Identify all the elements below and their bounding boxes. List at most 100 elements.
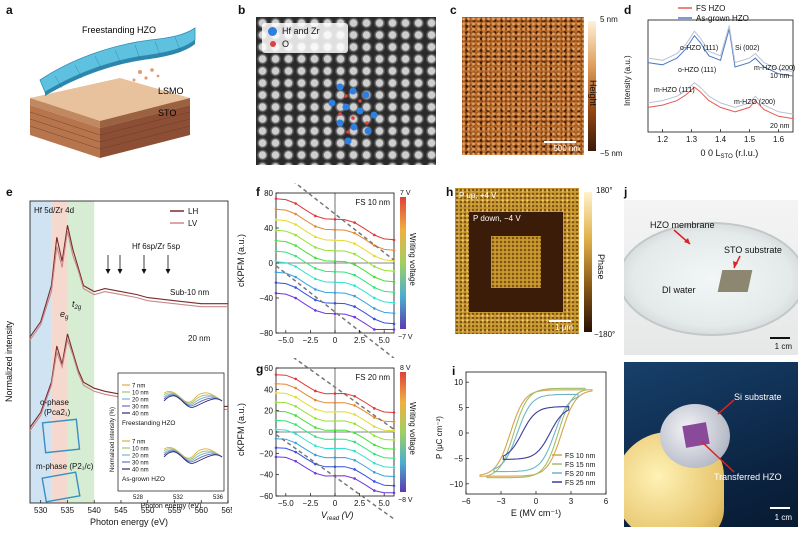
- writing-voltage-colorbar: [400, 372, 406, 492]
- x-tick-label: 5.0: [379, 499, 391, 508]
- ckpfm-point: [392, 466, 396, 469]
- inset-legend-label: 10 nm: [132, 391, 149, 397]
- scale-bar-label: 1 μm: [555, 323, 573, 332]
- ckpfm-point: [353, 431, 356, 435]
- ckpfm-point: [274, 437, 278, 440]
- xrd-annotation: m-HZO (11̄1): [654, 87, 695, 94]
- scale-bar: [549, 320, 571, 322]
- xrd-series-line: [647, 82, 794, 115]
- ckpfm-point: [353, 263, 356, 266]
- edge-label-left: Hf 5d/Zr 4d: [34, 206, 74, 215]
- ckpfm-point: [392, 429, 396, 433]
- colorbar-top-label: 7 V: [400, 190, 411, 197]
- inset-series-line: [163, 449, 223, 461]
- panel-label: e: [6, 185, 13, 199]
- legend-fs-hzo: FS HZO: [696, 4, 725, 13]
- ckpfm-point: [353, 422, 356, 425]
- ckpfm-point: [294, 450, 297, 454]
- pe-loop: [502, 406, 570, 460]
- x-axis-label-sub: STO: [721, 154, 734, 160]
- plot-frame: [29, 200, 229, 504]
- ckpfm-point: [314, 453, 317, 457]
- ckpfm-point: [392, 270, 396, 273]
- transferred-hzo-photo: Si substrate Transferred HZO 1 cm: [624, 362, 798, 527]
- phase-colorbar: [584, 192, 592, 332]
- scale-bar-label: 1 cm: [774, 342, 792, 351]
- x-tick-label: 565: [221, 506, 232, 515]
- ckpfm-point: [392, 475, 396, 478]
- ckpfm-point: [294, 432, 297, 436]
- y-tick-label: 40: [264, 224, 273, 233]
- x-tick-label: 5.0: [379, 336, 391, 345]
- afm-height-map: 500 nm: [462, 17, 584, 155]
- ckpfm-point: [274, 197, 278, 200]
- peak-arrow-head: [105, 269, 111, 274]
- inset-series-line: [163, 451, 223, 464]
- ckpfm-point: [333, 291, 337, 295]
- ckpfm-point: [333, 301, 337, 305]
- inset-series-line: [163, 450, 223, 463]
- xas-series-line: [29, 231, 228, 341]
- xas-series-line: [29, 225, 228, 338]
- si-label: Si substrate: [734, 392, 782, 402]
- y-tick-label: −80: [259, 329, 273, 338]
- ckpfm-point: [314, 417, 317, 420]
- ckpfm-point: [274, 207, 278, 211]
- x-tick-label: 530: [34, 506, 48, 515]
- ckpfm-point: [392, 249, 396, 252]
- x-tick-label: −3: [496, 497, 506, 506]
- ckpfm-point: [333, 401, 337, 405]
- ckpfm-point: [274, 281, 278, 284]
- ckpfm-point: [392, 328, 396, 331]
- xrd-series-line: [647, 86, 794, 120]
- y-axis-label: cKPFM (a.u.): [236, 403, 246, 456]
- ckpfm-point: [274, 249, 278, 253]
- heterostructure-illustration: Freestanding HZO LSMO STO: [29, 25, 196, 158]
- panel-label: c: [450, 3, 457, 17]
- ckpfm-point: [294, 212, 297, 216]
- y-tick-label: 60: [264, 364, 273, 373]
- ckpfm-point: [274, 455, 278, 459]
- inset-legend-label: 40 nm: [132, 412, 149, 418]
- ckpfm-point: [333, 410, 337, 414]
- ckpfm-point: [353, 294, 356, 298]
- ckpfm-point: [333, 447, 337, 450]
- inset-series-line: [163, 448, 223, 460]
- peak-arrow-head: [141, 269, 147, 274]
- ckpfm-point: [333, 465, 337, 469]
- ckpfm-point: [373, 275, 376, 279]
- ckpfm-point: [373, 425, 376, 428]
- ckpfm-point: [274, 419, 278, 422]
- ckpfm-point: [353, 394, 356, 398]
- substrate-label: STO substrate: [724, 245, 782, 255]
- ckpfm-point: [373, 489, 376, 492]
- ckpfm-point: [314, 298, 317, 302]
- ckpfm-point: [294, 254, 297, 258]
- ckpfm-point: [392, 438, 396, 442]
- y-tick-label: −40: [259, 471, 273, 480]
- ckpfm-point: [274, 291, 278, 295]
- panel-e: e LH LV Hf 5d/Zr 4d Hf 6sp/Zr 5sp Sub-10 nm 2…: [0, 183, 235, 530]
- ckpfm-point: [314, 288, 317, 291]
- panel-g: g FS 20 nm 60 40 20 0 −20 −40 −60 −5.0 −2.5 0 2.5 5.…: [232, 344, 422, 530]
- ckpfm-point: [373, 286, 376, 289]
- colorbar-top-label: 8 V: [400, 365, 411, 372]
- y-tick-label: 0: [459, 429, 464, 438]
- ckpfm-point: [373, 471, 376, 474]
- label-sub10: Sub-10 nm: [170, 288, 209, 297]
- ckpfm-point: [294, 265, 297, 268]
- lsmo-label: LSMO: [158, 86, 184, 96]
- x-tick-label: 3: [569, 497, 574, 506]
- ckpfm-point: [294, 377, 297, 381]
- ckpfm-point: [294, 202, 297, 205]
- panel-title: FS 20 nm: [355, 373, 390, 382]
- legend-label: FS 25 nm: [565, 480, 596, 487]
- x-axis-label-unit: (r.l.u.): [733, 148, 759, 158]
- colorbar-title: Writing voltage: [408, 402, 417, 455]
- writing-voltage-colorbar: [400, 197, 406, 329]
- x-tick-label: −5.0: [278, 336, 294, 345]
- inset-tick-label: 532: [173, 495, 184, 501]
- peak-arrow-head: [117, 269, 123, 274]
- panel-label: f: [256, 185, 260, 199]
